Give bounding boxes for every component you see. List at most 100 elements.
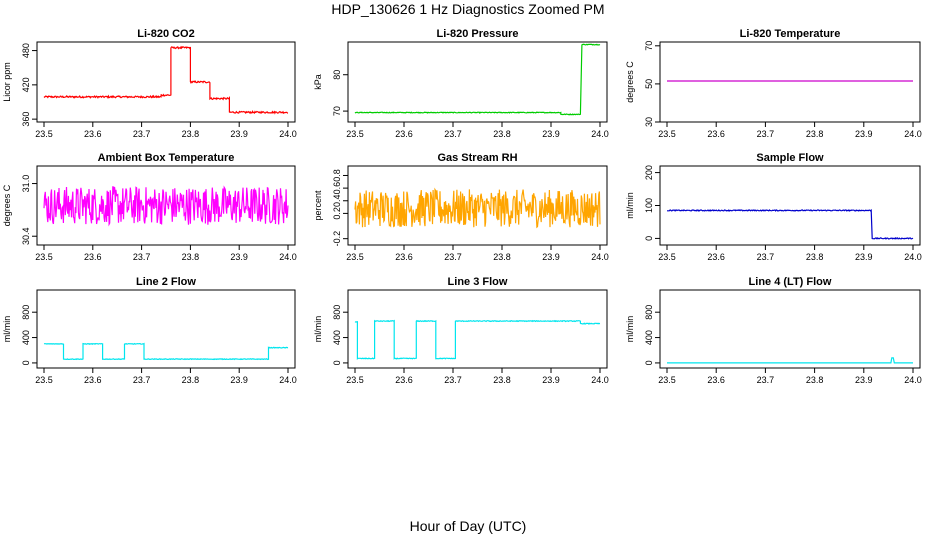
y-tick-label: 70 <box>332 106 342 116</box>
y-tick-label: -0.2 <box>332 231 342 247</box>
panel-title: Line 4 (LT) Flow <box>749 276 832 288</box>
y-tick-label: 30 <box>644 117 654 127</box>
y-tick-label: 70 <box>644 41 654 51</box>
x-tick-label: 24.0 <box>279 129 297 139</box>
panel-8: Line 3 Flow ml/min 23.5 23.6 23.7 23.8 23.9 24.… <box>313 276 609 385</box>
x-tick-label: 24.0 <box>904 129 922 139</box>
y-axis-label: ml/min <box>2 316 12 343</box>
y-tick-label: 80 <box>332 70 342 80</box>
x-tick-label: 23.8 <box>182 129 200 139</box>
x-tick-label: 23.5 <box>658 375 676 385</box>
x-tick-label: 23.7 <box>757 252 775 262</box>
y-tick-label: 31.0 <box>21 175 31 193</box>
series-line <box>667 208 914 240</box>
x-tick-label: 23.8 <box>493 375 511 385</box>
x-tick-label: 23.7 <box>133 129 151 139</box>
panel-title: Li-820 Temperature <box>740 28 841 40</box>
x-tick-label: 23.5 <box>346 252 364 262</box>
x-tick-label: 23.5 <box>346 129 364 139</box>
x-tick-label: 23.9 <box>855 252 873 262</box>
plot-frame <box>36 165 296 246</box>
x-tick-label: 23.8 <box>182 375 200 385</box>
x-tick-label: 23.6 <box>395 129 413 139</box>
series-line <box>354 43 601 116</box>
x-tick-label: 23.6 <box>84 252 102 262</box>
x-tick-label: 24.0 <box>904 252 922 262</box>
panel-title: Ambient Box Temperature <box>98 152 235 164</box>
x-tick-label: 23.5 <box>35 252 53 262</box>
panel-title: Line 3 Flow <box>448 276 508 288</box>
x-tick-label: 23.6 <box>84 129 102 139</box>
x-tick-label: 23.5 <box>35 375 53 385</box>
x-tick-label: 24.0 <box>904 375 922 385</box>
plot-frame <box>347 289 608 369</box>
y-axis-label: ml/min <box>625 316 635 343</box>
x-tick-label: 23.6 <box>395 252 413 262</box>
x-tick-label: 23.7 <box>444 129 462 139</box>
series-line <box>43 45 289 115</box>
x-tick-label: 23.9 <box>542 129 560 139</box>
x-tick-label: 24.0 <box>591 129 609 139</box>
y-tick-label: 0 <box>332 360 342 365</box>
y-axis-label: Licor ppm <box>2 62 12 102</box>
x-tick-label: 23.9 <box>230 252 248 262</box>
y-axis-label: ml/min <box>625 192 635 219</box>
y-axis-label: degrees C <box>625 61 635 103</box>
panel-title: Li-820 Pressure <box>437 28 519 40</box>
y-tick-label: 100 <box>644 198 654 213</box>
x-tick-label: 23.8 <box>806 252 824 262</box>
panel-title: Gas Stream RH <box>437 152 517 164</box>
panel-title: Sample Flow <box>756 152 824 164</box>
y-tick-label: 0.4 <box>332 195 342 208</box>
x-tick-label: 23.7 <box>757 129 775 139</box>
x-tick-label: 23.8 <box>493 129 511 139</box>
plot-frame <box>659 165 921 246</box>
panel-7: Line 2 Flow ml/min 23.5 23.6 23.7 23.8 23.9 24.… <box>2 276 297 385</box>
panel-6: Sample Flow ml/min 23.5 23.6 23.7 23.8 23.9 24.… <box>625 152 922 262</box>
x-tick-label: 23.9 <box>542 375 560 385</box>
y-tick-label: 0.2 <box>332 207 342 220</box>
x-tick-label: 23.8 <box>493 252 511 262</box>
series-line <box>667 357 913 364</box>
y-axis-label: percent <box>313 190 323 221</box>
main-title: HDP_130626 1 Hz Diagnostics Zoomed PM <box>331 1 605 17</box>
x-tick-label: 23.7 <box>133 252 151 262</box>
y-tick-label: 420 <box>21 77 31 92</box>
panel-5: Gas Stream RH percent 23.5 23.6 23.7 23.8 23.9… <box>313 152 609 262</box>
plot-frame <box>36 289 296 369</box>
x-tick-label: 23.7 <box>757 375 775 385</box>
plot-frame <box>36 41 296 123</box>
x-tick-label: 23.8 <box>806 129 824 139</box>
x-tick-label: 23.7 <box>444 375 462 385</box>
y-tick-label: 360 <box>21 112 31 127</box>
x-tick-label: 24.0 <box>591 375 609 385</box>
y-axis-label: ml/min <box>313 316 323 343</box>
y-tick-label: 400 <box>21 330 31 345</box>
y-tick-label: 0.8 <box>332 169 342 182</box>
x-tick-label: 24.0 <box>279 252 297 262</box>
x-axis-label: Hour of Day (UTC) <box>409 518 527 534</box>
x-tick-label: 24.0 <box>279 375 297 385</box>
y-axis-label: kPa <box>313 74 323 90</box>
series-line <box>354 319 601 360</box>
x-tick-label: 23.9 <box>230 375 248 385</box>
y-tick-label: 200 <box>644 165 654 180</box>
x-tick-label: 23.6 <box>84 375 102 385</box>
x-tick-label: 23.6 <box>395 375 413 385</box>
panel-title: Line 2 Flow <box>136 276 196 288</box>
series-line <box>43 185 289 227</box>
series-line <box>354 187 601 229</box>
x-tick-label: 23.7 <box>444 252 462 262</box>
x-tick-label: 23.9 <box>855 375 873 385</box>
y-tick-label: 30.4 <box>21 227 31 245</box>
plot-frame <box>347 165 608 246</box>
x-tick-label: 23.6 <box>707 252 725 262</box>
x-tick-label: 23.5 <box>346 375 364 385</box>
panel-title: Li-820 CO2 <box>137 28 194 40</box>
panel-2: Li-820 Pressure kPa 23.5 23.6 23.7 23.8 23.9 24… <box>313 28 609 139</box>
y-tick-label: 0 <box>644 360 654 365</box>
plot-frame <box>347 41 608 123</box>
panel-3: Li-820 Temperature degrees C 23.5 23.6 23.7 2… <box>625 28 922 139</box>
x-tick-label: 23.5 <box>658 252 676 262</box>
x-tick-label: 23.9 <box>230 129 248 139</box>
